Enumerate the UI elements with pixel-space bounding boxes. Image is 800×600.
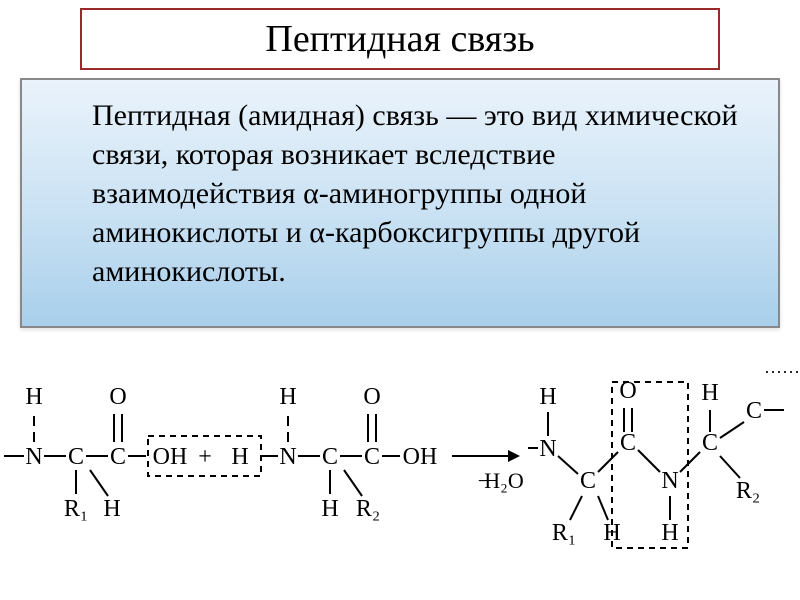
p-c2: C <box>620 430 636 456</box>
atom-n2: N <box>279 444 296 470</box>
title-box: Пептидная связь <box>80 8 720 70</box>
p-r1: R₁ <box>552 520 576 546</box>
atom-h-c3: H <box>321 496 338 522</box>
side-r1: R₁ <box>64 496 88 522</box>
box-plus: + <box>198 444 212 470</box>
arrow-label: H₂O <box>484 468 523 493</box>
p-n2: N <box>661 468 678 494</box>
atom-c3: C <box>322 444 338 470</box>
chemical-diagram: N H C R₁ H C O OH + H N H C <box>0 338 800 600</box>
p-c3: C <box>702 430 718 456</box>
atom-h-c1: H <box>103 496 120 522</box>
atom-o2: O <box>363 384 380 410</box>
p-h-n2: H <box>661 520 678 546</box>
side-r2a: R₂ <box>356 496 380 522</box>
p-n1: N <box>539 436 556 462</box>
p-h-c3: H <box>701 380 718 406</box>
atom-c4: C <box>364 444 380 470</box>
box-oh: OH <box>153 444 188 470</box>
atom-c2: C <box>110 444 126 470</box>
p-r2: R₂ <box>736 478 760 504</box>
slide-title: Пептидная связь <box>265 17 534 61</box>
definition-box: Пептидная (амидная) связь — это вид хими… <box>20 78 780 328</box>
svg-text:······: ······ <box>764 362 800 382</box>
atom-oh2: OH <box>403 444 438 470</box>
p-h-top: H <box>539 384 556 410</box>
definition-text: Пептидная (амидная) связь — это вид хими… <box>92 96 754 291</box>
atom-h-n2: H <box>279 384 296 410</box>
atom-o1: O <box>109 384 126 410</box>
p-c1: C <box>580 468 596 494</box>
box-h: H <box>231 444 248 470</box>
atom-n1: N <box>25 444 42 470</box>
atom-h-n1: H <box>25 384 42 410</box>
atom-c1: C <box>68 444 84 470</box>
p-c4: C <box>746 398 762 424</box>
